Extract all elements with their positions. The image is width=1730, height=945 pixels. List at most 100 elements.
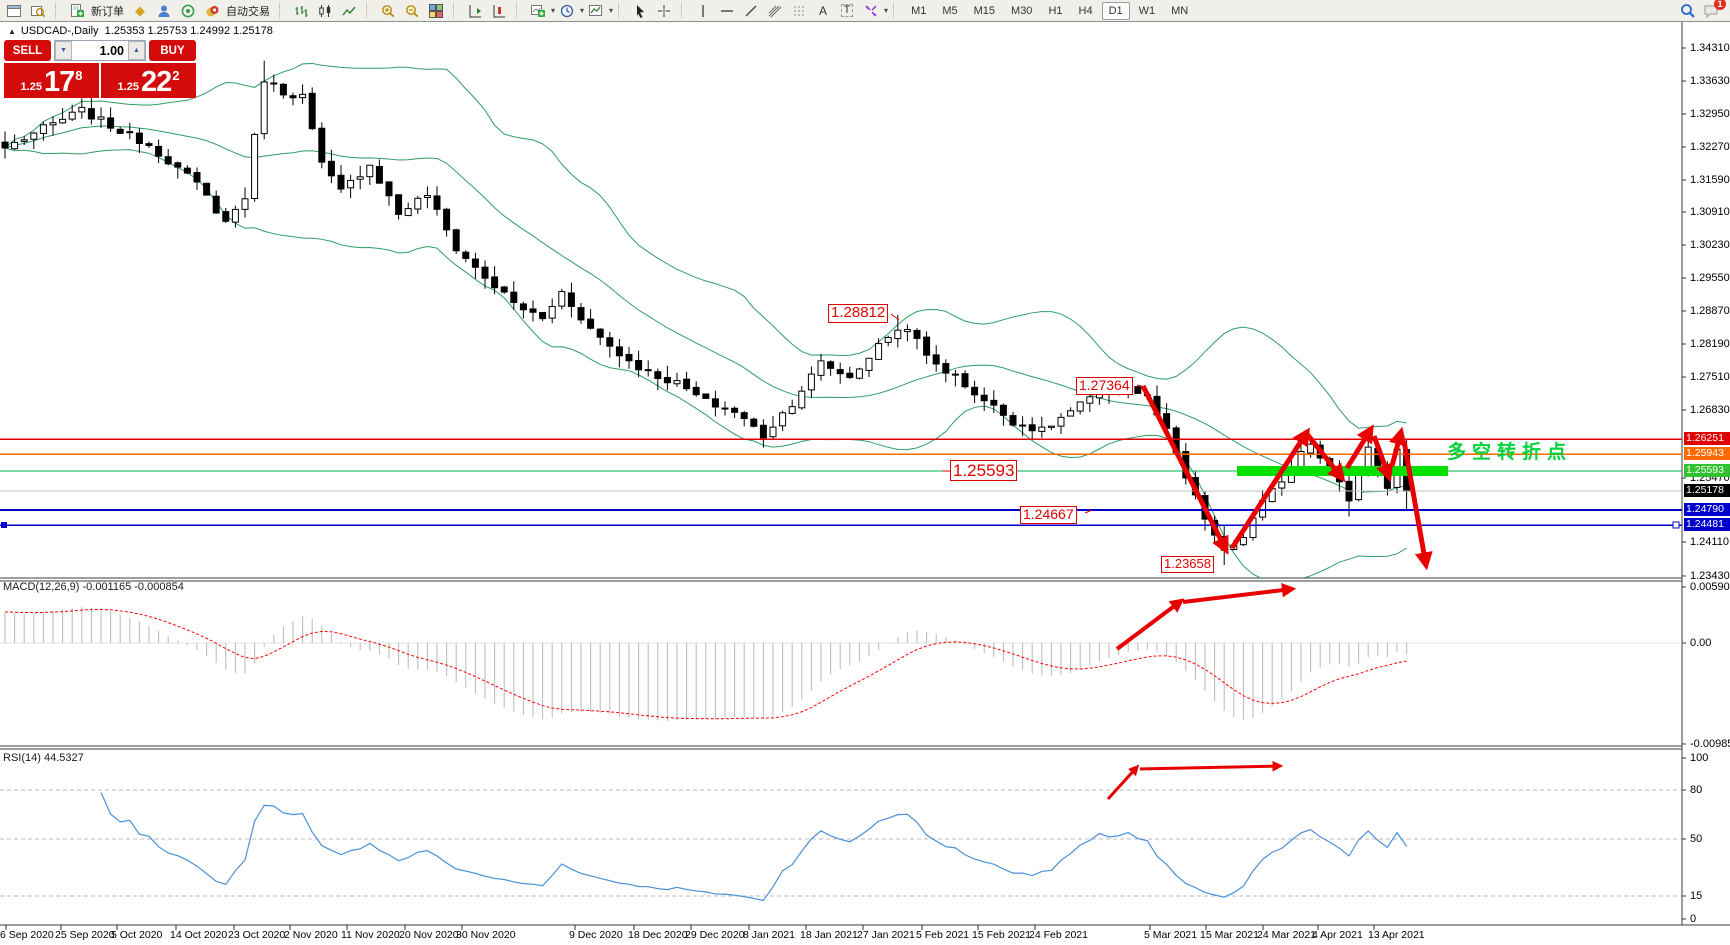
price-axis-tick: 1.24110: [1690, 536, 1729, 548]
buy-price-panel[interactable]: 1.25 22 2: [101, 63, 196, 98]
price-annotation[interactable]: 1.28812: [828, 304, 889, 323]
macd-values: -0.001165 -0.000854: [82, 581, 184, 593]
volume-input[interactable]: 1.00: [72, 41, 128, 60]
auto-trading-icon[interactable]: [201, 1, 223, 21]
price-annotation[interactable]: 1.25593: [950, 460, 1018, 482]
timeframe-button-mn[interactable]: MN: [1171, 4, 1189, 17]
macd-indicator-label: MACD(12,26,9) -0.001165 -0.000854: [3, 581, 184, 593]
volume-decrease-button[interactable]: ▼: [55, 41, 72, 60]
bar-chart-icon[interactable]: [290, 1, 312, 21]
toolbar-separator: [366, 3, 371, 18]
tile-windows-icon[interactable]: [425, 1, 447, 21]
buy-button[interactable]: BUY: [149, 40, 196, 61]
timeframe-button-d1[interactable]: D1: [1101, 1, 1130, 20]
vertical-line-icon[interactable]: [692, 1, 714, 21]
signals-icon[interactable]: [177, 1, 199, 21]
dropdown-arrow[interactable]: ▾: [609, 6, 614, 15]
trend-arrow: [1115, 598, 1185, 651]
macd-axis-tick: 0.00: [1690, 637, 1712, 649]
dropdown-arrow[interactable]: ▾: [884, 6, 889, 15]
new-order-icon[interactable]: [66, 1, 88, 21]
price-axis-tick: 1.32270: [1690, 141, 1730, 153]
sell-price-panel[interactable]: 1.25 17 8: [4, 63, 99, 98]
sell-button[interactable]: SELL: [4, 40, 51, 61]
template-icon[interactable]: [585, 1, 607, 21]
zoom-out-icon[interactable]: [401, 1, 423, 21]
auto-trading-button[interactable]: 自动交易: [226, 5, 270, 18]
timeframe-button-m5[interactable]: M5: [942, 4, 958, 17]
trend-arrow: [1371, 435, 1394, 483]
arrows-tool-icon[interactable]: [860, 1, 882, 21]
trend-arrow: [1305, 432, 1346, 483]
date-axis-label: 24 Feb 2021: [1029, 929, 1088, 941]
date-axis-label: 8 Jan 2021: [743, 929, 795, 941]
ohlc-readout: 1.25353 1.25753 1.24992 1.25178: [104, 25, 273, 37]
price-axis-tick: 1.34310: [1690, 42, 1730, 54]
price-annotation[interactable]: 1.27364: [1076, 377, 1133, 395]
line-chart-icon[interactable]: [338, 1, 360, 21]
trend-arrow: [1389, 426, 1407, 467]
axis-price-tag: 1.25178: [1684, 484, 1730, 498]
date-axis-label: 18 Jan 2021: [800, 929, 858, 941]
chart-profile-icon[interactable]: [27, 1, 49, 21]
trader-community-icon[interactable]: [153, 1, 175, 21]
trend-arrow: [1229, 427, 1310, 550]
price-annotation[interactable]: 1.24667: [1020, 506, 1077, 524]
line-handle[interactable]: [1672, 521, 1680, 529]
line-handle[interactable]: [1, 522, 7, 529]
timeframe-button-m1[interactable]: M1: [911, 4, 927, 17]
date-axis-label: 9 Dec 2020: [569, 929, 623, 941]
dropdown-arrow[interactable]: ▾: [580, 6, 585, 15]
fibonacci-icon[interactable]: [764, 1, 786, 21]
trend-arrow: [1401, 440, 1433, 571]
date-axis-label: 15 Feb 2021: [972, 929, 1031, 941]
timeframe-button-w1[interactable]: W1: [1138, 4, 1156, 17]
timeframe-button-h4[interactable]: H4: [1078, 4, 1093, 17]
timeframe-button-h1[interactable]: H1: [1048, 4, 1063, 17]
timeframe-button-m30[interactable]: M30: [1011, 4, 1033, 17]
sell-price-main: 17: [43, 66, 75, 98]
support-band[interactable]: [1237, 466, 1448, 477]
cursor-icon[interactable]: [629, 1, 651, 21]
rsi-axis-tick: 80: [1690, 784, 1703, 796]
horizontal-line-icon[interactable]: [716, 1, 738, 21]
chart-window-icon[interactable]: [3, 1, 25, 21]
price-annotation[interactable]: 1.23658: [1161, 556, 1214, 573]
depth-of-market-icon[interactable]: ◆: [135, 3, 145, 18]
date-axis-label: 4 Apr 2021: [1312, 929, 1363, 941]
arrange-vertical-icon[interactable]: [488, 1, 510, 21]
one-click-trading-widget: SELL ▼ 1.00 ▲ BUY 1.25 17 8 1.25 22 2: [4, 40, 196, 98]
date-axis-label: 6 Sep 2020: [0, 929, 54, 941]
date-axis-label: 5 Mar 2021: [1144, 929, 1198, 941]
new-order-button[interactable]: 新订单: [91, 5, 124, 18]
dropdown-arrow[interactable]: ▾: [551, 6, 556, 15]
collapse-arrow-icon[interactable]: ▲: [8, 27, 16, 36]
rsi-indicator-label: RSI(14) 44.5327: [3, 752, 84, 764]
toolbar-separator: [618, 3, 623, 18]
date-axis-label: 18 Dec 2020: [628, 929, 688, 941]
date-axis-label: 15 Mar 2021: [1200, 929, 1259, 941]
candlestick-chart-icon[interactable]: [314, 1, 336, 21]
turning-point-annotation[interactable]: 多空转折点: [1447, 442, 1573, 463]
period-clock-icon[interactable]: [556, 1, 578, 21]
text-label-tool-icon[interactable]: T: [836, 1, 858, 21]
date-axis-label: 25 Sep 2020: [55, 929, 115, 941]
zoom-in-icon[interactable]: [377, 1, 399, 21]
timeframe-button-m15[interactable]: M15: [973, 4, 996, 17]
date-axis-label: 5 Oct 2020: [111, 929, 163, 941]
search-icon[interactable]: [1677, 1, 1699, 21]
text-tool-icon[interactable]: A: [819, 3, 828, 18]
price-axis-tick: 1.26830: [1690, 404, 1730, 416]
arrange-charts-icon[interactable]: [464, 1, 486, 21]
new-chart-icon[interactable]: [527, 1, 549, 21]
volume-increase-button[interactable]: ▲: [128, 41, 145, 60]
trend-arrow: [1140, 384, 1229, 555]
rsi-indicator: [100, 792, 1408, 902]
axis-price-tag: 1.24481: [1684, 518, 1730, 531]
cycle-lines-icon[interactable]: [788, 1, 810, 21]
notifications-icon[interactable]: 1: [1701, 0, 1726, 21]
trendline-icon[interactable]: [740, 1, 762, 21]
crosshair-icon[interactable]: [653, 1, 675, 21]
